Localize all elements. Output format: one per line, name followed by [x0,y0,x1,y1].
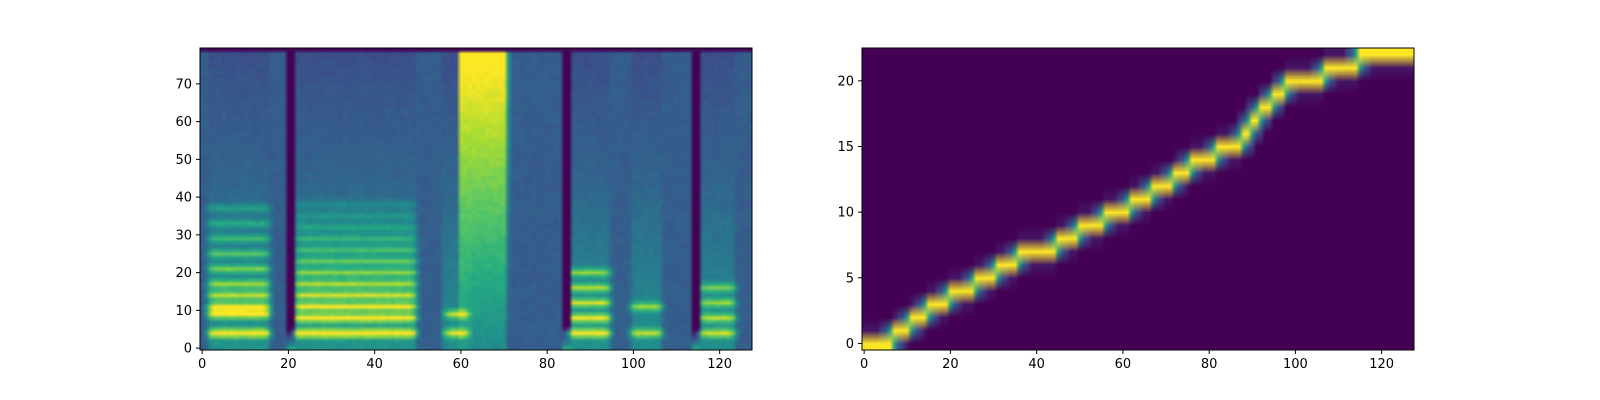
spectrogram-x-tick-label: 60 [453,357,470,372]
alignment-y-tick-label: 0 [846,337,854,352]
alignment-heatmap-image [862,48,1414,350]
spectrogram-y-tick-label: 40 [175,191,192,206]
spectrogram-x-tick-label: 100 [621,357,646,372]
alignment-axes-frame [861,47,1415,351]
spectrogram-x-tick-label: 120 [707,357,732,372]
alignment-x-tick-label: 120 [1369,357,1394,372]
spectrogram-y-tick-label: 0 [184,342,192,357]
alignment-y-tick-label: 15 [837,140,854,155]
alignment-x-tick-label: 100 [1283,357,1308,372]
spectrogram-x-tick-label: 20 [280,357,297,372]
alignment-x-tick-label: 80 [1201,357,1218,372]
spectrogram-heatmap-image [200,48,752,350]
spectrogram-y-tick-label: 10 [175,304,192,319]
alignment-x-tick-label: 0 [860,357,868,372]
alignment-x-tick-label: 20 [942,357,959,372]
spectrogram-axes-frame [199,47,753,351]
spectrogram-x-tick-label: 0 [198,357,206,372]
spectrogram-y-tick-label: 30 [175,228,192,243]
spectrogram-y-tick-label: 20 [175,266,192,281]
alignment-y-tick-label: 20 [837,74,854,89]
spectrogram-x-tick-label: 40 [366,357,383,372]
spectrogram-plot: 0 20 40 60 80 100 120 0 10 20 30 40 50 60 70 [175,47,753,372]
spectrogram-y-tick-label: 70 [175,77,192,92]
alignment-y-tick-label: 5 [846,271,854,286]
spectrogram-y-tick-label: 50 [175,153,192,168]
spectrogram-x-tick-label: 80 [539,357,556,372]
alignment-y-tick-label: 10 [837,206,854,221]
spectrogram-y-tick-label: 60 [175,115,192,130]
alignment-plot: 0 20 40 60 80 100 120 0 5 10 15 20 [837,47,1415,372]
alignment-x-tick-label: 40 [1028,357,1045,372]
alignment-x-tick-label: 60 [1115,357,1132,372]
